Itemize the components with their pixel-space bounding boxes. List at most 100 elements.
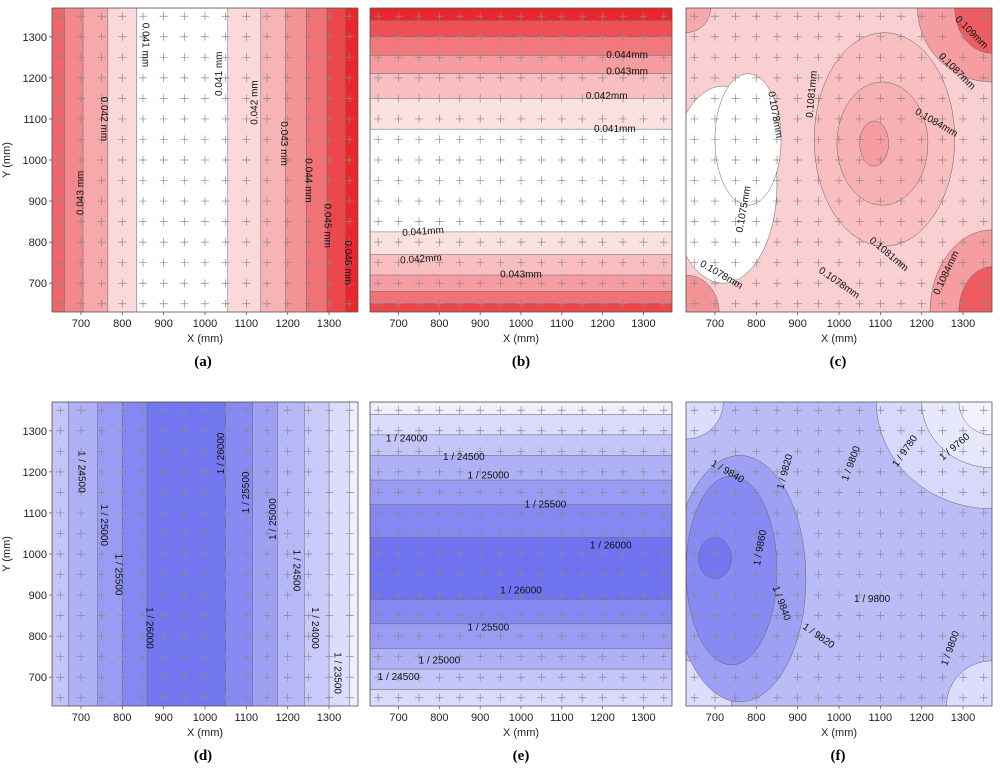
grid-marker (619, 447, 628, 456)
x-tick-label: 1100 (235, 712, 259, 724)
grid-marker (731, 652, 740, 661)
grid-marker (793, 591, 802, 600)
grid-marker (938, 488, 947, 497)
grid-marker (876, 156, 885, 164)
grid-marker (793, 529, 802, 538)
grid-marker (793, 299, 802, 308)
grid-marker (659, 12, 668, 21)
grid-marker (979, 447, 988, 456)
grid-marker (263, 197, 272, 206)
grid-marker (496, 406, 505, 415)
grid-marker (263, 447, 272, 456)
grid-marker (304, 73, 313, 82)
grid-marker (772, 591, 781, 600)
grid-marker (201, 611, 209, 620)
grid-marker (619, 529, 628, 538)
grid-marker (793, 693, 802, 702)
grid-marker (263, 32, 272, 41)
grid-marker (159, 632, 168, 641)
grid-marker (814, 570, 823, 579)
grid-marker (710, 135, 719, 144)
grid-marker (814, 508, 823, 517)
grid-marker (876, 426, 885, 435)
grid-marker (76, 299, 85, 308)
y-tick-label: 900 (29, 196, 47, 208)
grid-marker (345, 12, 354, 21)
grid-marker (118, 156, 127, 164)
grid-marker (537, 652, 546, 661)
grid-marker (537, 73, 546, 82)
grid-marker (639, 135, 648, 144)
grid-marker (304, 53, 313, 62)
grid-marker (793, 611, 802, 620)
grid-marker (959, 693, 968, 702)
grid-marker (304, 114, 313, 123)
grid-marker (835, 550, 843, 558)
grid-marker (793, 238, 802, 247)
grid-marker (876, 94, 885, 103)
grid-marker (814, 488, 823, 497)
grid-marker (793, 53, 802, 62)
grid-marker (263, 176, 272, 185)
grid-marker (752, 488, 761, 497)
grid-marker (659, 217, 668, 226)
grid-marker (345, 693, 354, 702)
grid-marker (855, 258, 864, 267)
grid-marker (619, 611, 628, 620)
grid-marker (201, 94, 209, 103)
grid-marker (639, 591, 648, 600)
grid-marker (180, 197, 189, 206)
grid-marker (201, 426, 209, 435)
grid-marker (537, 135, 546, 144)
x-tick-label: 1300 (631, 318, 655, 330)
contour-label: 1 / 25000 (98, 504, 109, 546)
grid-marker (455, 467, 464, 476)
grid-marker (345, 197, 354, 206)
grid-marker (752, 591, 761, 600)
grid-marker (242, 279, 251, 288)
grid-marker (835, 156, 843, 164)
grid-marker (496, 693, 505, 702)
grid-marker (159, 508, 168, 517)
grid-marker (752, 406, 761, 415)
grid-marker (394, 135, 403, 144)
contour-label: 0.042 mm (98, 97, 109, 141)
grid-marker (242, 197, 251, 206)
grid-marker (979, 114, 988, 123)
grid-marker (263, 426, 272, 435)
grid-marker (435, 693, 444, 702)
grid-marker (578, 299, 587, 308)
grid-marker (435, 467, 444, 476)
grid-marker (876, 673, 885, 682)
grid-marker (897, 135, 906, 144)
grid-marker (496, 447, 505, 456)
grid-marker (814, 611, 823, 620)
grid-marker (731, 406, 740, 415)
grid-marker (414, 652, 423, 661)
grid-marker (414, 258, 423, 267)
grid-marker (578, 611, 587, 620)
grid-marker (476, 114, 485, 123)
grid-marker (242, 299, 251, 308)
grid-marker (435, 238, 444, 247)
grid-marker (598, 299, 607, 308)
grid-marker (159, 238, 168, 247)
grid-marker (517, 570, 525, 579)
grid-marker (476, 156, 485, 164)
grid-marker (897, 258, 906, 267)
contour-region (698, 537, 732, 579)
grid-marker (476, 426, 485, 435)
contour-label: 1 / 25000 (467, 471, 509, 482)
grid-marker (619, 673, 628, 682)
grid-marker (201, 135, 209, 144)
grid-marker (557, 652, 566, 661)
grid-marker (118, 550, 127, 558)
grid-marker (897, 94, 906, 103)
grid-marker (537, 447, 546, 456)
grid-marker (496, 258, 505, 267)
grid-marker (659, 529, 668, 538)
grid-marker (76, 406, 85, 415)
grid-marker (659, 673, 668, 682)
grid-marker (138, 299, 147, 308)
panel-b: 0.044mm 0.043mm 0.042mm 0.041mm 0.041mm 0.042… (369, 7, 673, 370)
